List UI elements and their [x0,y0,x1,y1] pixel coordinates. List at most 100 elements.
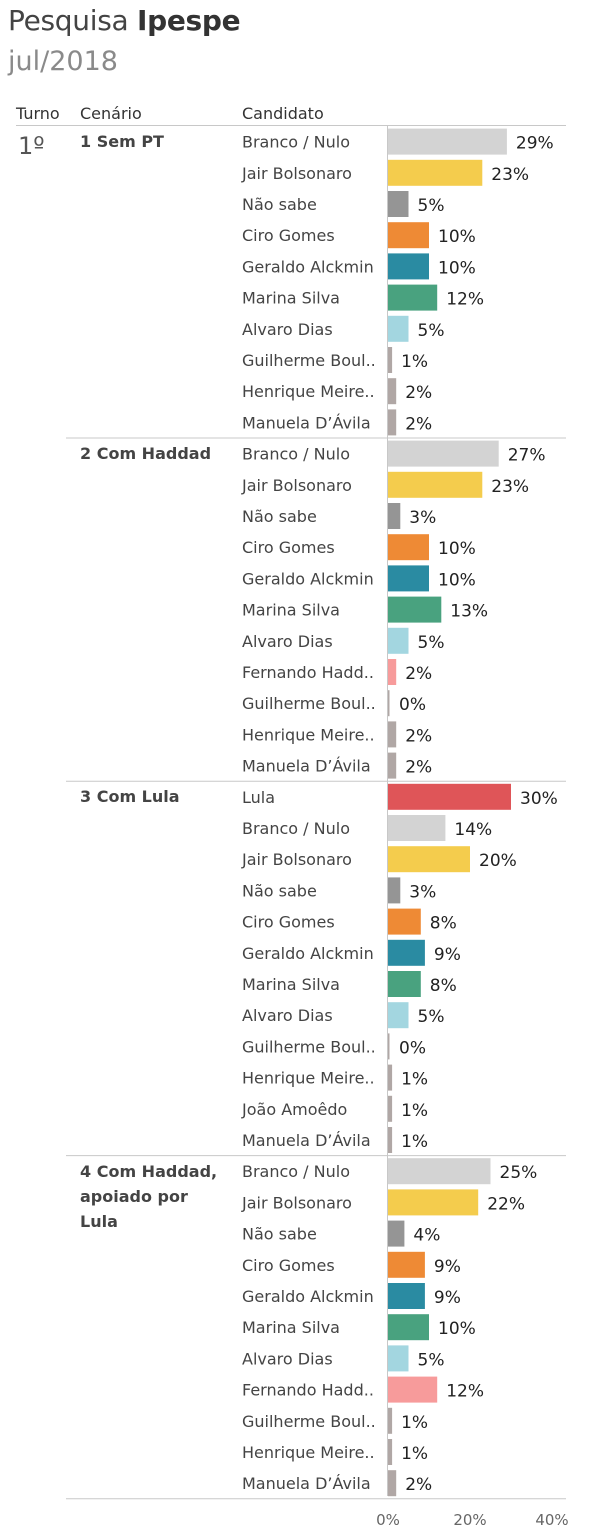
value-label: 8% [430,914,457,934]
bar [388,1095,393,1122]
value-label: 10% [438,570,476,590]
scenario-label: 4 Com Haddad, apoiado por Lula [80,1161,218,1231]
x-tick-label: 0% [376,1511,400,1529]
bar [388,128,507,155]
value-label: 1% [401,352,428,372]
bar [388,1376,438,1403]
bar [388,596,442,623]
header-divider [16,125,566,126]
bar [388,1283,425,1309]
value-label: 2% [405,726,432,746]
candidate-label: Geraldo Alckmin [242,1287,374,1306]
bar [388,471,483,498]
bar [388,1439,393,1465]
value-label: 10% [438,539,476,559]
candidate-label: Não sabe [242,507,317,526]
value-label: 29% [516,134,554,154]
candidate-label: Branco / Nulo [242,445,350,464]
value-label: 2% [405,414,432,434]
value-label: 5% [418,1007,445,1027]
candidate-label: Guilherme Boul.. [242,1037,376,1056]
value-label: 2% [405,758,432,778]
candidate-label: Henrique Meire.. [242,1069,375,1088]
bar [388,534,429,561]
value-label: 1% [401,1132,428,1152]
bar [388,315,409,342]
column-header-candidato: Candidato [242,104,324,123]
column-header-turno: Turno [16,104,60,123]
candidate-label: Branco / Nulo [242,133,350,152]
value-label: 4% [413,1226,440,1246]
candidate-label: Alvaro Dias [242,1349,333,1368]
candidate-label: Guilherme Boul.. [242,694,376,713]
value-label: 10% [438,227,476,247]
scenario-label: 2 Com Haddad [80,444,212,463]
value-label: 0% [399,695,426,715]
value-label: 2% [405,664,432,684]
candidate-label: Jair Bolsonaro [241,1193,352,1212]
value-label: 10% [438,258,476,278]
bar [388,627,409,654]
bar [388,815,446,841]
value-label: 25% [500,1163,538,1183]
candidate-label: Alvaro Dias [242,320,333,339]
bar [388,1407,393,1434]
candidate-label: Marina Silva [242,1318,340,1337]
bar [388,1002,409,1029]
candidate-label: Marina Silva [242,601,340,620]
candidate-label: Branco / Nulo [242,819,350,838]
bar [388,284,438,311]
value-label: 3% [409,508,436,528]
value-label: 5% [418,633,445,653]
bar [388,378,397,405]
bar [388,752,397,779]
bar [388,347,393,373]
bar [388,1127,393,1153]
bar [388,783,511,810]
value-label: 5% [418,196,445,216]
bar [388,846,470,873]
candidate-label: Não sabe [242,195,317,214]
bar [388,1220,405,1247]
candidate-label: Manuela D’Ávila [242,413,371,432]
candidate-label: Geraldo Alckmin [242,257,374,276]
candidate-label: Manuela D’Ávila [242,1131,371,1150]
value-label: 1% [401,1070,428,1090]
value-label: 12% [446,290,484,310]
chart-subtitle: jul/2018 [8,46,118,77]
candidate-label: Ciro Gomes [242,1256,335,1275]
candidate-label: Lula [242,788,275,807]
bar [388,440,499,467]
value-label: 13% [450,602,488,622]
candidate-label: Jair Bolsonaro [241,164,352,183]
bar [388,1314,429,1341]
candidate-label: Não sabe [242,1225,317,1244]
candidate-label: Fernando Hadd.. [242,663,374,682]
bar [388,1158,491,1185]
value-label: 5% [418,1350,445,1370]
candidate-label: Henrique Meire.. [242,725,375,744]
candidate-label: Guilherme Boul.. [242,1412,376,1431]
value-label: 20% [479,851,517,871]
candidate-label: Geraldo Alckmin [242,944,374,963]
candidate-label: Henrique Meire.. [242,382,375,401]
bar [388,971,421,997]
value-label: 12% [446,1382,484,1402]
column-header-cenario: Cenário [80,104,142,123]
bar [388,721,397,748]
candidate-label: Marina Silva [242,975,340,994]
bar [388,1345,409,1372]
value-label: 9% [434,1257,461,1277]
candidate-label: Não sabe [242,881,317,900]
value-label: 0% [399,1038,426,1058]
bar [388,908,421,935]
candidate-label: Jair Bolsonaro [241,476,352,495]
title-bold: Ipespe [136,4,241,37]
value-label: 3% [409,882,436,902]
candidate-label: Guilherme Boul.. [242,351,376,370]
candidate-label: Manuela D’Ávila [242,757,371,776]
bar [388,409,397,436]
value-label: 27% [508,446,546,466]
bar [388,253,429,280]
candidate-label: Henrique Meire.. [242,1443,375,1462]
